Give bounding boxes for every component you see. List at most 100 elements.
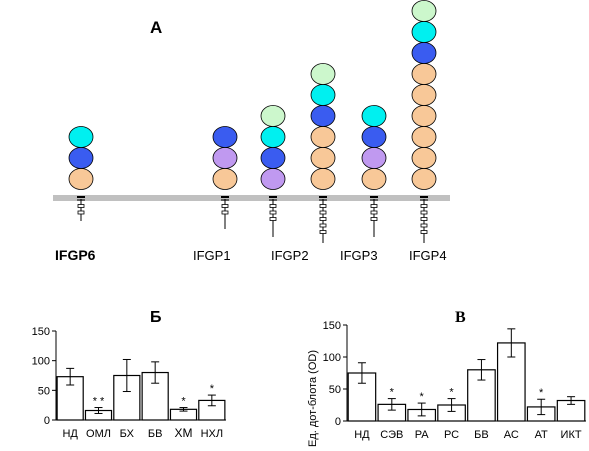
significance-marker: * (449, 387, 454, 399)
significance-marker: * (210, 383, 215, 395)
domain-lavender (212, 147, 238, 169)
domain-blue (411, 42, 437, 64)
protein-label-ifgp3: IFGP3 (340, 248, 378, 263)
protein-label-ifgp4: IFGP4 (409, 248, 447, 263)
protein-1 (212, 126, 238, 229)
y-tick-label: 0 (335, 416, 341, 428)
tail-motif (370, 210, 378, 215)
y-tick-label: 150 (32, 326, 50, 338)
bar (496, 342, 526, 422)
category-label: БХ (120, 428, 135, 440)
panel-a-domain-diagram: A IFGP6 IFGP1 IFGP2 IFGP3 IFGP4 (53, 0, 450, 263)
tail-motif (319, 217, 327, 221)
tail-motif (370, 217, 378, 221)
domain-lavender (260, 168, 286, 190)
significance-marker: * * (93, 396, 105, 408)
tail-motif (420, 210, 428, 215)
tail-motif (269, 204, 277, 208)
domain-blue (310, 105, 336, 127)
category-label: АТ (535, 429, 548, 441)
category-label: РА (415, 429, 430, 441)
y-tick-label: 0 (44, 415, 50, 427)
bar (467, 369, 496, 422)
domain-peach (411, 105, 437, 127)
panel-a-label: A (150, 18, 162, 37)
category-label: НД (62, 428, 78, 440)
domain-blue (212, 126, 238, 148)
significance-marker: * (539, 387, 544, 399)
chart-v-title: В (455, 309, 466, 326)
category-label: ХМ (175, 426, 193, 440)
tail-motif (319, 223, 327, 228)
protein-3 (310, 63, 336, 243)
domain-peach (310, 147, 336, 169)
tail-motif (77, 204, 85, 208)
chart-b-title: Б (150, 309, 162, 326)
domain-cyan (361, 105, 387, 127)
category-label: БВ (474, 429, 489, 441)
category-label: БВ (148, 428, 163, 440)
membrane-bar (53, 195, 450, 201)
domain-cyan (68, 126, 94, 148)
y-tick-label: 100 (32, 356, 50, 368)
domain-blue (260, 147, 286, 169)
domain-peach (411, 126, 437, 148)
category-label: СЭВ (380, 429, 403, 441)
tail-motif (420, 223, 428, 228)
domain-peach (361, 168, 387, 190)
protein-2 (260, 105, 286, 237)
protein-4 (361, 105, 387, 237)
domain-cyan (411, 21, 437, 43)
category-label: ИКТ (561, 429, 582, 441)
protein-0 (68, 126, 94, 221)
y-tick-label: 150 (323, 320, 341, 332)
domain-light_green (411, 0, 437, 22)
protein-label-ifgp1: IFGP1 (193, 248, 231, 263)
category-label: НД (354, 429, 370, 441)
significance-marker: * (420, 391, 425, 403)
domain-blue (68, 147, 94, 169)
domain-lavender (361, 147, 387, 169)
domain-peach (411, 84, 437, 106)
domain-cyan (310, 84, 336, 106)
tail-motif (319, 204, 327, 208)
y-tick-label: 50 (38, 385, 50, 397)
tail-motif (319, 210, 327, 215)
domain-peach (212, 168, 238, 190)
domain-blue (361, 126, 387, 148)
category-label: АС (504, 429, 519, 441)
domain-peach (310, 168, 336, 190)
tail-motif (319, 230, 327, 234)
chart-b: Б 0 50 100 150 НД * * ОМЛ БХ БВ * ХМ * НХЛ (32, 309, 226, 440)
domain-peach (310, 126, 336, 148)
tail-motif (420, 217, 428, 221)
category-label: ОМЛ (86, 428, 111, 440)
category-label: РС (444, 429, 459, 441)
domain-peach (68, 168, 94, 190)
protein-5 (411, 0, 437, 243)
y-tick-label: 50 (329, 384, 341, 396)
protein-label-ifgp6: IFGP6 (55, 247, 96, 263)
tail-motif (420, 204, 428, 208)
tail-motif (221, 204, 229, 208)
tail-motif (269, 217, 277, 221)
tail-motif (420, 230, 428, 234)
significance-marker: * (390, 387, 395, 399)
significance-marker: * (181, 396, 186, 408)
tail-motif (269, 210, 277, 215)
category-label: НХЛ (201, 428, 224, 440)
y-tick-label: 100 (323, 352, 341, 364)
domain-peach (411, 147, 437, 169)
chart-v: В Ед. дот-блота (OD) 0 50 100 150 НД * СЭВ * РА *… (307, 309, 586, 447)
domain-light_green (260, 105, 286, 127)
tail-motif (221, 210, 229, 215)
protein-label-ifgp2: IFGP2 (271, 248, 309, 263)
domain-peach (411, 63, 437, 85)
domain-cyan (260, 126, 286, 148)
domain-peach (411, 168, 437, 190)
tail-motif (370, 204, 378, 208)
chart-v-ylabel: Ед. дот-блота (OD) (307, 350, 319, 447)
domain-light_green (310, 63, 336, 85)
tail-motif (77, 210, 85, 215)
